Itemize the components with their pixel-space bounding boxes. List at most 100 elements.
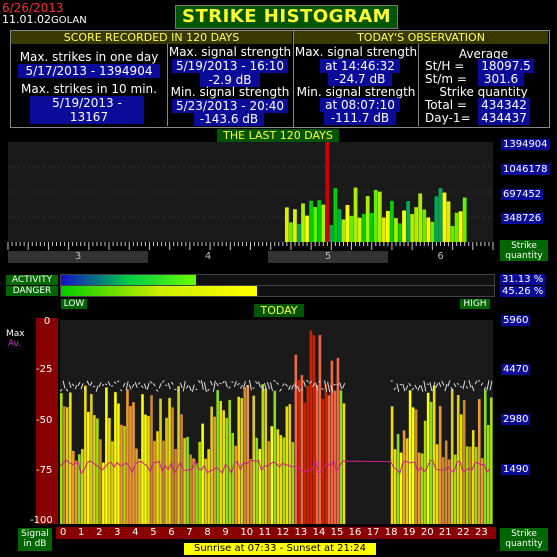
hour-label: 5 — [150, 527, 157, 538]
last120-strike-label-1: Strike — [511, 241, 537, 251]
last120-bar — [293, 209, 297, 242]
today-max-marker — [423, 380, 427, 392]
today-bar — [327, 395, 331, 524]
signal-in-db-label: Signal in dB — [18, 528, 52, 551]
today-max-marker — [471, 385, 475, 392]
today-max-marker — [237, 382, 240, 386]
today-max-marker — [399, 383, 402, 386]
stm-label: St/m = — [425, 72, 467, 86]
score-panel-heading: SCORE RECORDED IN 120 DAYS — [11, 31, 292, 44]
today-bar — [252, 395, 256, 524]
today-bar — [66, 407, 69, 524]
hour-label: 23 — [474, 527, 488, 538]
today-max-signal-label: Max. signal strength — [294, 45, 418, 59]
today-max-marker — [255, 381, 258, 385]
today-bar — [240, 398, 244, 524]
hour-label: 1 — [78, 527, 85, 538]
today-max-marker — [128, 384, 132, 390]
today-max-marker — [104, 383, 108, 386]
today-bar — [342, 403, 346, 524]
today-max-marker — [107, 381, 111, 386]
today-bar — [315, 384, 319, 524]
today-bar — [93, 415, 96, 524]
today-bar — [462, 400, 466, 524]
score-divider — [167, 44, 168, 126]
today-bar — [417, 452, 421, 524]
last120-bar — [337, 209, 342, 242]
today-max-marker — [291, 384, 294, 390]
today-bar — [279, 435, 283, 524]
today-bar — [195, 463, 198, 524]
today-max-marker — [161, 380, 165, 383]
last120-strike-quantity-label: Strike quantity — [500, 240, 548, 261]
today-max-marker — [188, 385, 192, 392]
min-signal-label: Min. signal strength — [170, 85, 290, 99]
today-bar — [168, 397, 171, 524]
today-divider — [418, 44, 419, 126]
station-name: GOLAN — [50, 15, 87, 26]
today-max-marker — [321, 388, 324, 390]
sun-times-bar: Sunrise at 07:33 - Sunset at 21:24 — [184, 543, 376, 555]
today-max-marker — [74, 384, 78, 390]
high-label: HIGH — [460, 299, 490, 309]
hour-label: 17 — [366, 527, 380, 538]
today-max-marker — [480, 382, 484, 386]
today-bar — [420, 453, 424, 524]
activity-meter-fill — [61, 275, 196, 285]
today-max-marker — [203, 381, 207, 392]
today-max-marker — [71, 383, 75, 387]
max-one-day-label: Max. strikes in one day — [19, 50, 159, 64]
today-max-marker — [98, 382, 102, 388]
today-bar — [438, 406, 442, 524]
today-max-marker — [393, 387, 397, 391]
db-axis-band — [36, 318, 58, 524]
hour-label: 12 — [276, 527, 290, 538]
today-bar — [132, 402, 135, 524]
last120-bar — [357, 217, 362, 242]
today-strike-quantity-label: Strike quantity — [500, 528, 548, 551]
last120-bar — [365, 196, 370, 242]
today-max-marker — [474, 380, 478, 385]
today-bar — [138, 458, 141, 524]
month-band-4: 4 — [148, 251, 268, 263]
today-bar — [297, 379, 301, 524]
today-max-marker — [197, 379, 201, 384]
last120-bar — [438, 188, 443, 242]
month-band: 3 4 5 6 — [8, 251, 493, 263]
last120-bar — [414, 207, 419, 242]
max-signal-date: 5/19/2013 - 16:10 — [172, 59, 288, 73]
stm-value: 301.6 — [478, 72, 524, 86]
db-tick-50: -50 — [36, 415, 53, 426]
last120-bar — [446, 201, 451, 242]
hour-label: 16 — [348, 527, 362, 538]
sth-label: St/H = — [425, 59, 465, 73]
strike-quantity-label: Strike quantity — [439, 85, 528, 99]
today-bar — [201, 423, 204, 524]
hour-label: 7 — [186, 527, 193, 538]
max-signal-value: -2.9 dB — [200, 73, 260, 87]
today-bar — [177, 386, 180, 524]
today-max-marker — [222, 380, 225, 384]
today-bar — [282, 437, 286, 524]
today-bar — [243, 387, 247, 524]
db-tick-25: -25 — [36, 364, 53, 375]
today-max-marker — [200, 379, 204, 390]
min-signal-value: -143.6 dB — [194, 112, 264, 126]
last120-bar — [317, 200, 322, 242]
today-max-marker — [444, 383, 448, 392]
hour-label: 3 — [114, 527, 121, 538]
last120-bar — [434, 196, 439, 242]
max-legend: Max — [6, 329, 25, 339]
danger-meter — [60, 285, 495, 297]
today-max-marker — [327, 381, 331, 393]
today-bar — [186, 436, 189, 524]
today-bar — [228, 399, 231, 524]
today-max-marker — [170, 381, 174, 385]
today-max-marker — [336, 383, 339, 386]
today-bar — [441, 457, 445, 524]
last120-bar — [377, 191, 382, 242]
last120-bar — [410, 214, 415, 242]
today-bar — [111, 441, 114, 524]
hour-label: 19 — [402, 527, 416, 538]
today-bar — [423, 420, 427, 524]
